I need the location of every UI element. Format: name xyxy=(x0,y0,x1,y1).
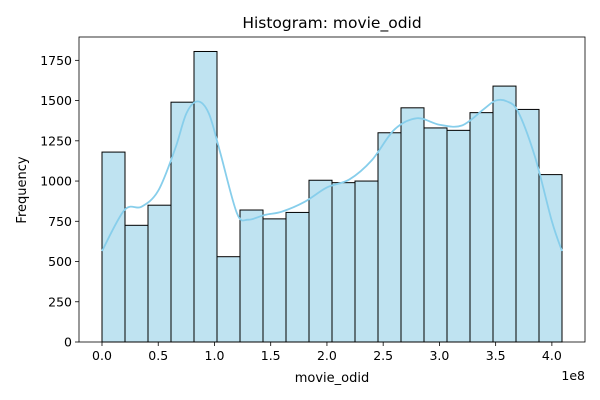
histogram-bar xyxy=(515,108,540,343)
x-tick-label: 2.0 xyxy=(317,348,337,363)
histogram-bar xyxy=(469,112,494,343)
histogram-bar xyxy=(377,132,402,343)
histogram-bar xyxy=(239,209,264,343)
x-tick-label: 0.0 xyxy=(92,348,112,363)
y-tick-label: 0 xyxy=(64,335,72,350)
chart-title: Histogram: movie_odid xyxy=(242,14,421,33)
histogram-bar xyxy=(101,151,126,343)
x-tick-label: 0.5 xyxy=(148,348,168,363)
kde-curve xyxy=(101,98,563,252)
y-tick-label: 250 xyxy=(48,294,72,309)
histogram-bar xyxy=(400,107,425,343)
histogram-bar xyxy=(124,224,149,343)
x-axis-offset-label: 1e8 xyxy=(561,368,585,383)
plot-area-frame xyxy=(78,36,586,343)
y-tick-label: 1750 xyxy=(40,53,72,68)
x-tick-label: 3.5 xyxy=(486,348,506,363)
histogram-bar xyxy=(147,204,172,343)
y-axis-label: Frequency xyxy=(15,156,30,223)
y-tick-label: 750 xyxy=(48,214,72,229)
histogram-bar xyxy=(331,182,356,343)
histogram-bar xyxy=(423,127,448,343)
histogram-bar xyxy=(538,174,563,343)
histogram-bar xyxy=(216,256,241,343)
x-axis-label: movie_odid xyxy=(295,371,370,386)
x-tick-label: 3.0 xyxy=(429,348,449,363)
histogram-bar xyxy=(354,180,379,343)
x-tick-label: 1.5 xyxy=(261,348,281,363)
histogram-bar xyxy=(492,85,517,343)
x-tick-label: 1.0 xyxy=(205,348,225,363)
y-tick-label: 1000 xyxy=(40,174,72,189)
histogram-bar xyxy=(170,101,195,343)
y-tick-label: 500 xyxy=(48,254,72,269)
x-tick-label: 4.0 xyxy=(542,348,562,363)
histogram-bar xyxy=(262,218,287,343)
histogram-bar xyxy=(193,50,218,343)
y-tick-label: 1250 xyxy=(40,133,72,148)
histogram-bar xyxy=(285,211,310,343)
x-tick-label: 2.5 xyxy=(373,348,393,363)
histogram-bar xyxy=(308,179,333,343)
histogram-bar xyxy=(446,129,471,343)
y-tick-label: 1500 xyxy=(40,93,72,108)
